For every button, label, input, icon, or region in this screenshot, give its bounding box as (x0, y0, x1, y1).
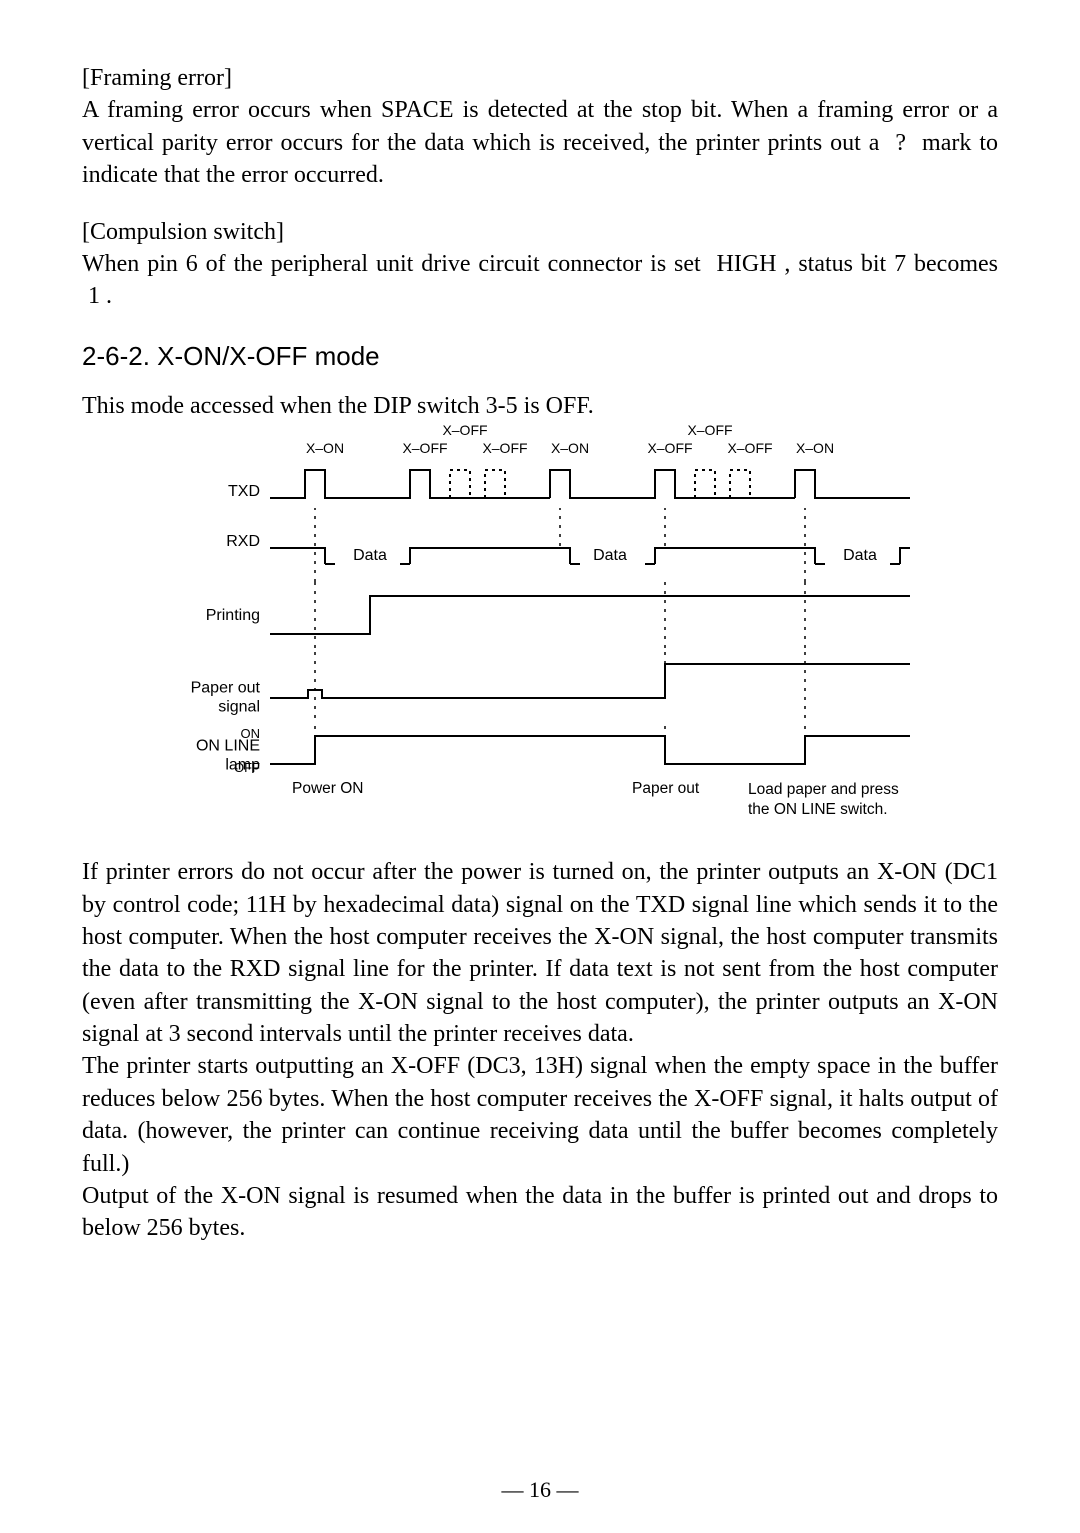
online-row: ON LINE lamp ON OFF (160, 722, 920, 778)
rxd-data-label-1: Data (353, 547, 387, 565)
txd-row: TXD (160, 458, 920, 508)
printing-label: Printing (206, 607, 260, 625)
paperout-waveform (270, 652, 910, 722)
txd-label: TXD (228, 483, 260, 501)
section-heading: 2-6-2. X-ON/X-OFF mode (82, 341, 998, 372)
framing-body: A framing error occurs when SPACE is det… (82, 94, 998, 191)
compulsion-body: When pin 6 of the peripheral unit drive … (82, 248, 998, 313)
txd-label-item: X–OFF (482, 440, 527, 456)
txd-label-item: X–OFF (687, 422, 732, 438)
paperout-row: Paper out signal (160, 652, 920, 722)
off-label: OFF (234, 760, 260, 775)
body-p3: Output of the X-ON signal is resumed whe… (82, 1180, 998, 1245)
rxd-data-label-2: Data (593, 547, 627, 565)
printing-row: Printing (160, 582, 920, 652)
body-p1: If printer errors do not occur after the… (82, 856, 998, 1050)
online-waveform (270, 722, 910, 778)
page-number: — 16 — (0, 1477, 1080, 1503)
section-intro: This mode accessed when the DIP switch 3… (82, 390, 998, 422)
compulsion-heading: [Compulsion switch] (82, 216, 998, 248)
section-number: 2-6-2. (82, 341, 150, 371)
txd-label-item: X–ON (796, 440, 834, 456)
timing-diagram: X–ONX–OFFX–OFFX–OFFX–ONX–OFFX–OFFX–OFFX–… (160, 458, 920, 828)
rxd-label: RXD (226, 533, 260, 551)
paperout-label: Paper out signal (191, 680, 260, 717)
load-paper-label: Load paper and press the ON LINE switch. (748, 780, 899, 819)
section-title: X-ON/X-OFF mode (157, 341, 379, 371)
on-label: ON (241, 726, 261, 741)
power-on-label: Power ON (292, 780, 364, 798)
txd-waveform (270, 458, 910, 508)
framing-heading: [Framing error] (82, 62, 998, 94)
bottom-labels: Power ON Paper out Load paper and press … (270, 778, 910, 828)
rxd-waveform (270, 508, 910, 582)
txd-label-item: X–ON (306, 440, 344, 456)
rxd-data-label-3: Data (843, 547, 877, 565)
txd-label-item: X–ON (551, 440, 589, 456)
txd-top-labels: X–ON X–OFF X–OFF X–OFF X–ON X–OFF X–OFF X–OFF X–… (270, 422, 910, 458)
printing-waveform (270, 582, 910, 652)
txd-label-item: X–OFF (402, 440, 447, 456)
paper-out-label: Paper out (632, 780, 699, 798)
txd-label-item: X–OFF (727, 440, 772, 456)
txd-label-item: X–OFF (442, 422, 487, 438)
body-p2: The printer starts outputting an X-OFF (… (82, 1050, 998, 1180)
txd-label-item: X–OFF (647, 440, 692, 456)
rxd-row: RXD Data Data Data (160, 508, 920, 582)
spacer (82, 192, 998, 216)
